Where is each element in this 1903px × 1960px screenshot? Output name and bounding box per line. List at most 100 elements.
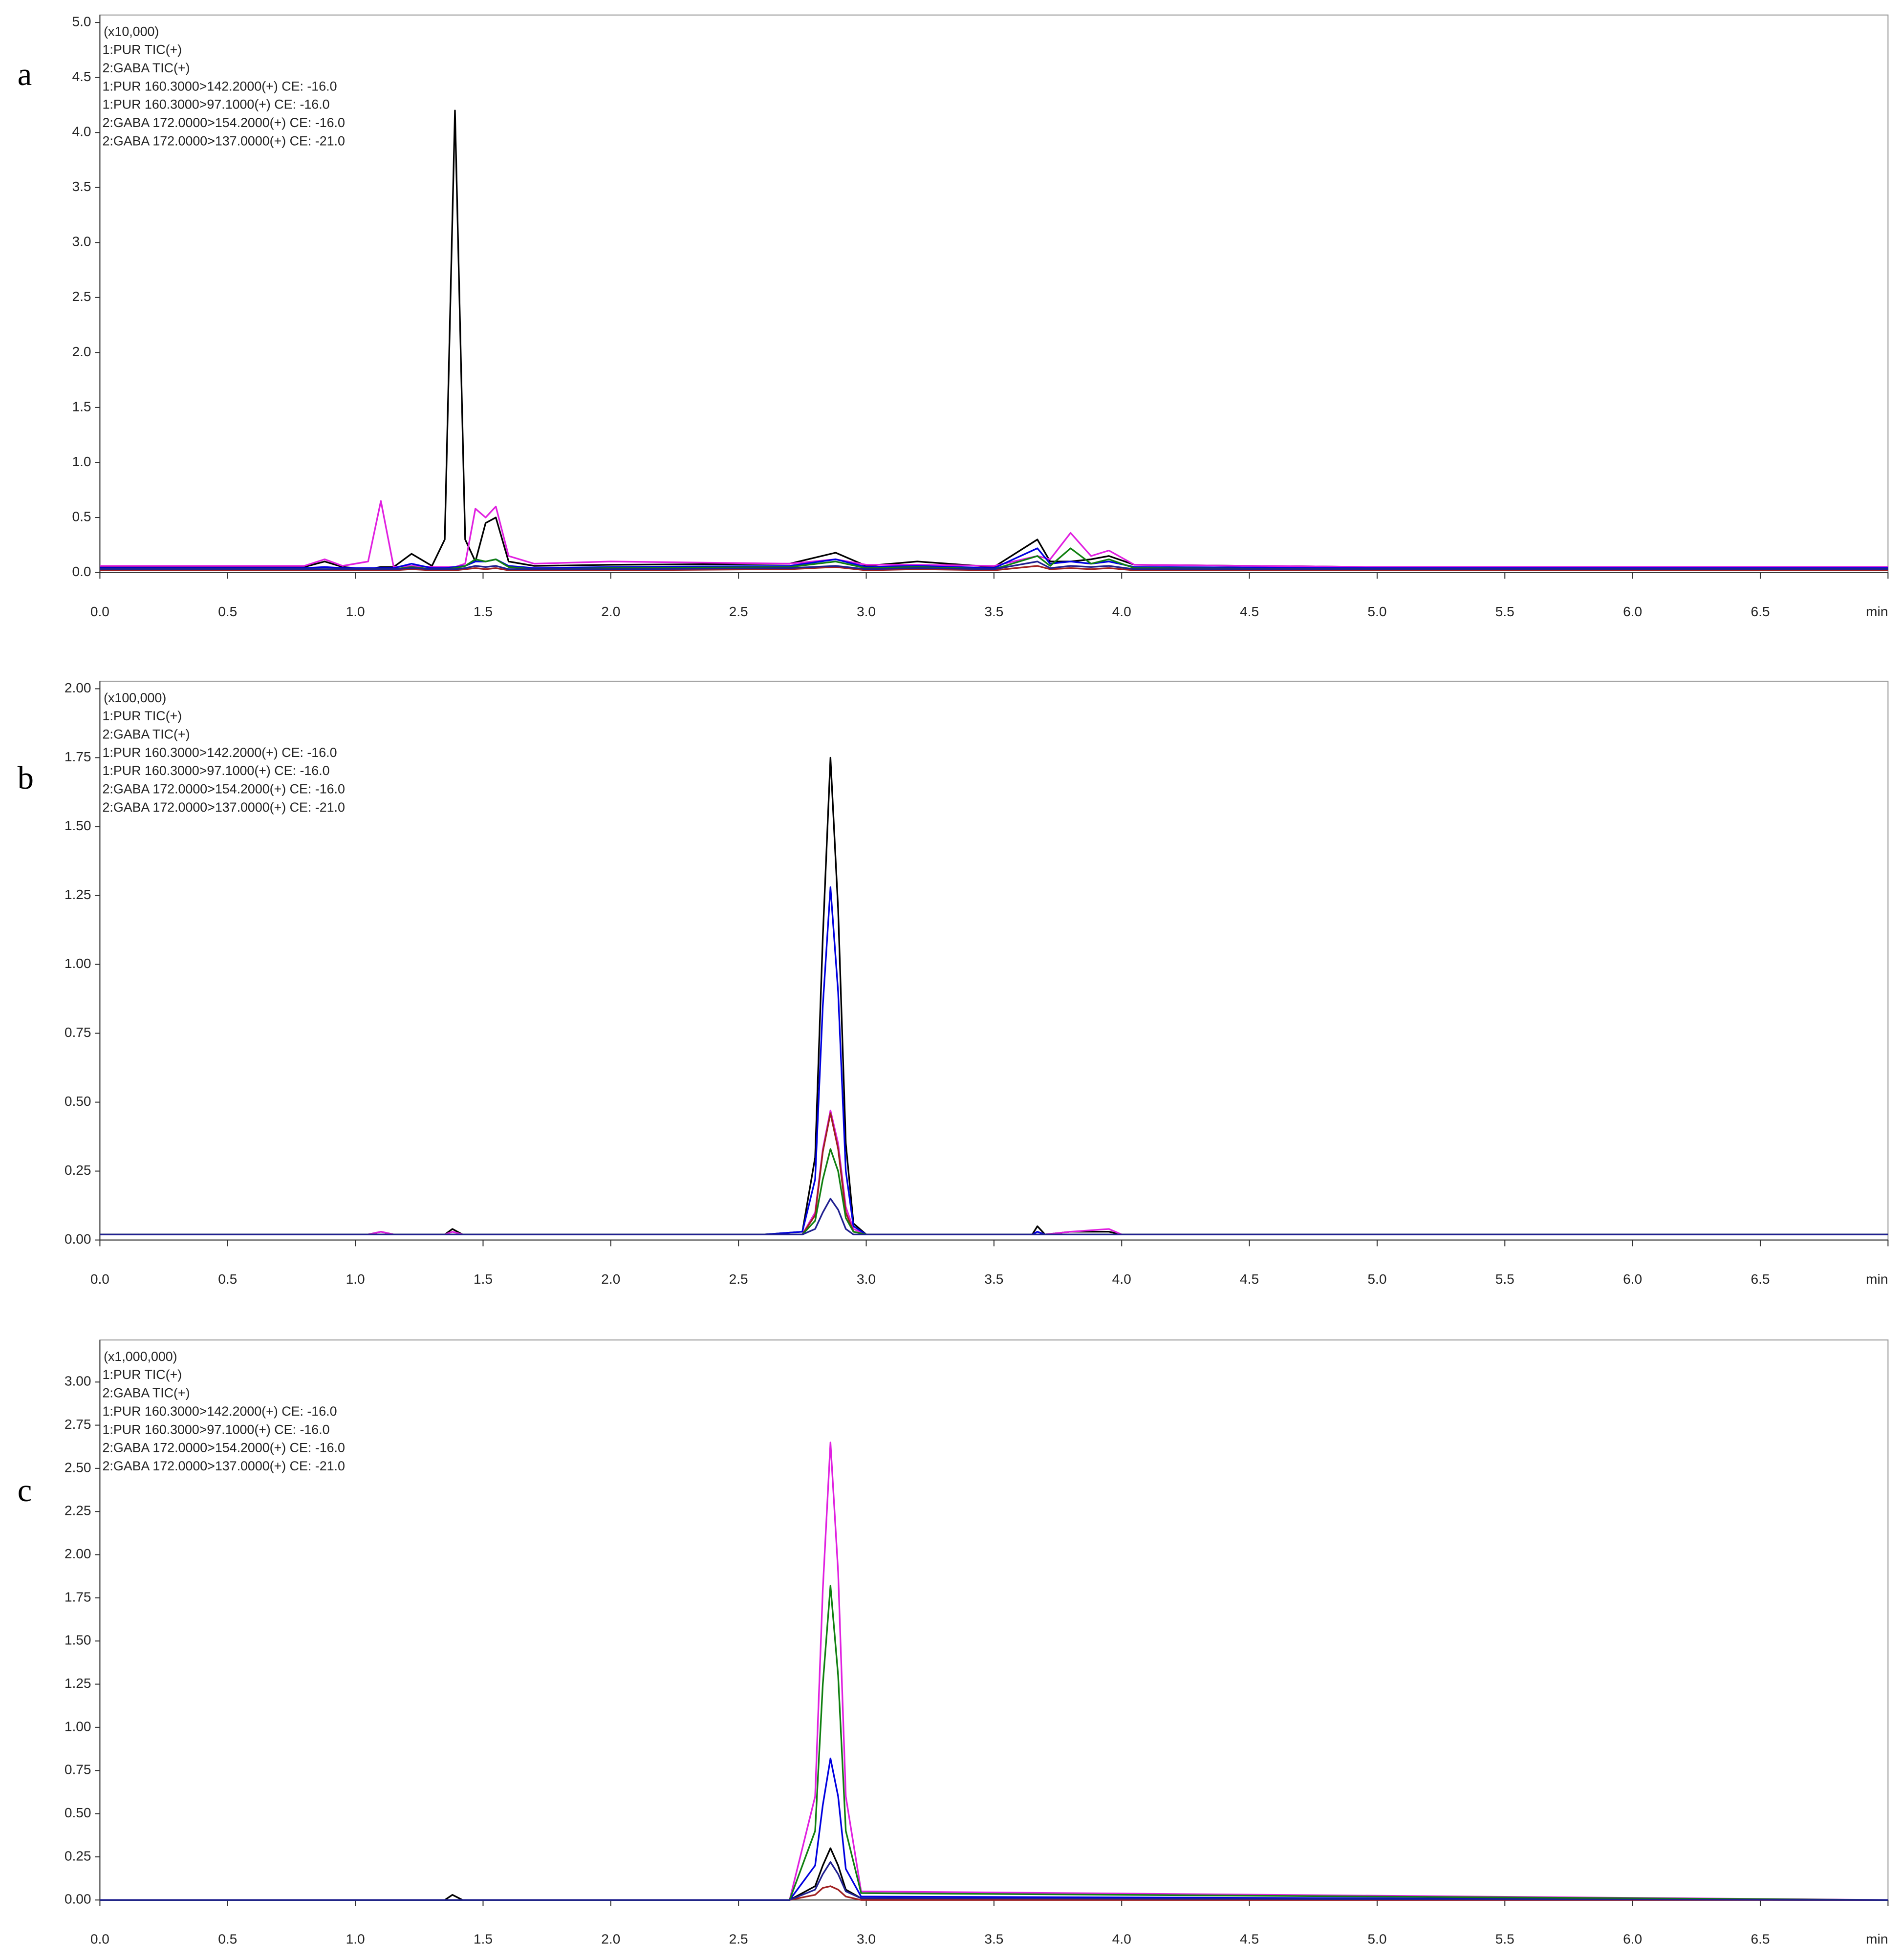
y-tick-label: 4.5 [72,69,91,84]
y-tick-label: 0.50 [65,1805,91,1820]
x-tick-label: 4.0 [1112,1271,1131,1287]
x-tick-label: 3.0 [857,1271,876,1287]
y-tick-label: 3.5 [72,179,91,194]
y-tick-label: 1.00 [65,956,91,971]
y-tick-label: 0.75 [65,1025,91,1040]
x-tick-label: 4.5 [1240,1271,1259,1287]
y-tick-label: 2.00 [65,680,91,695]
trace [100,756,1888,1235]
x-tick-label: 2.5 [729,604,748,619]
y-tick-label: 1.00 [65,1719,91,1734]
x-tick-label: 0.0 [90,1931,109,1946]
y-tick-label: 1.25 [65,887,91,902]
x-tick-label: 5.5 [1495,1271,1514,1287]
trace [100,565,1888,571]
legend-entry: 2:GABA 172.0000>137.0000(+) CE: -21.0 [103,800,345,815]
legend-entry: 1:PUR TIC(+) [103,709,182,723]
trace [100,1861,1888,1901]
y-tick-label: 2.00 [65,1546,91,1561]
legend-entry: 1:PUR 160.3000>142.2000(+) CE: -16.0 [103,745,337,760]
x-tick-label: 3.0 [857,604,876,619]
y-tick-label: 1.75 [65,749,91,764]
legend-entry: 2:GABA 172.0000>154.2000(+) CE: -16.0 [103,115,345,130]
scale-label: (x100,000) [104,690,166,705]
x-tick-label: 1.5 [474,604,493,619]
y-tick-label: 1.25 [65,1676,91,1691]
x-tick-label: 1.5 [474,1271,493,1287]
x-tick-label: 4.5 [1240,604,1259,619]
y-tick-label: 0.00 [65,1231,91,1247]
x-tick-label: 0.5 [218,604,237,619]
x-tick-label: 6.5 [1751,604,1770,619]
trace [100,1585,1888,1901]
y-tick-label: 0.25 [65,1163,91,1178]
x-tick-label: 5.0 [1367,604,1386,619]
y-tick-label: 1.75 [65,1589,91,1604]
trace [100,500,1888,568]
x-tick-label: 3.0 [857,1931,876,1946]
trace [100,1112,1888,1235]
y-tick-label: 1.0 [72,454,91,469]
legend-entry: 2:GABA 172.0000>137.0000(+) CE: -21.0 [103,1459,345,1473]
legend-entry: 2:GABA 172.0000>154.2000(+) CE: -16.0 [103,782,345,797]
panel-label: c [18,1473,32,1508]
y-tick-label: 0.75 [65,1762,91,1777]
scale-label: (x1,000,000) [104,1349,177,1364]
x-tick-label: 6.5 [1751,1931,1770,1946]
x-tick-label: min [1866,604,1888,619]
x-tick-label: 4.0 [1112,604,1131,619]
trace [100,1442,1888,1901]
x-tick-label: min [1866,1271,1888,1287]
x-tick-label: min [1866,1931,1888,1946]
legend-entry: 2:GABA TIC(+) [103,61,190,75]
panel-label: b [18,760,34,796]
x-tick-label: 0.0 [90,604,109,619]
y-tick-label: 2.5 [72,289,91,304]
y-tick-label: 1.5 [72,399,91,414]
legend-entry: 1:PUR 160.3000>142.2000(+) CE: -16.0 [103,79,337,93]
y-tick-label: 3.0 [72,234,91,249]
x-tick-label: 0.5 [218,1271,237,1287]
legend-entry: 2:GABA 172.0000>154.2000(+) CE: -16.0 [103,1441,345,1455]
trace [100,886,1888,1235]
y-tick-label: 0.50 [65,1094,91,1109]
x-tick-label: 1.5 [474,1931,493,1946]
trace [100,1109,1888,1235]
y-tick-label: 1.50 [65,1633,91,1648]
trace [100,560,1888,570]
y-tick-label: 2.75 [65,1417,91,1432]
y-tick-label: 0.0 [72,564,91,579]
y-tick-label: 5.0 [72,14,91,29]
legend-entry: 1:PUR TIC(+) [103,1367,182,1382]
x-tick-label: 4.5 [1240,1931,1259,1946]
x-tick-label: 1.0 [346,1931,365,1946]
x-tick-label: 6.0 [1623,604,1642,619]
x-tick-label: 5.5 [1495,604,1514,619]
x-tick-label: 3.5 [984,604,1003,619]
x-tick-label: 2.0 [601,604,620,619]
trace [100,109,1888,570]
y-tick-label: 0.5 [72,509,91,524]
y-tick-label: 0.25 [65,1848,91,1863]
legend-entry: 2:GABA TIC(+) [103,727,190,741]
y-tick-label: 0.00 [65,1892,91,1907]
legend-entry: 1:PUR TIC(+) [103,43,182,57]
x-tick-label: 2.0 [601,1931,620,1946]
x-tick-label: 3.5 [984,1931,1003,1946]
scale-label: (x10,000) [104,24,159,39]
y-tick-label: 2.25 [65,1503,91,1518]
x-tick-label: 1.0 [346,1271,365,1287]
trace [100,1198,1888,1235]
x-tick-label: 6.0 [1623,1271,1642,1287]
legend-entry: 1:PUR 160.3000>97.1000(+) CE: -16.0 [103,1422,330,1437]
x-tick-label: 0.5 [218,1931,237,1946]
y-tick-label: 2.0 [72,344,91,359]
legend-entry: 2:GABA TIC(+) [103,1386,190,1400]
y-tick-label: 1.50 [65,818,91,833]
plot-frame [99,14,1889,573]
trace [100,1148,1888,1235]
trace [100,547,1888,569]
plot-frame [99,1339,1889,1901]
legend-entry: 1:PUR 160.3000>97.1000(+) CE: -16.0 [103,763,330,778]
